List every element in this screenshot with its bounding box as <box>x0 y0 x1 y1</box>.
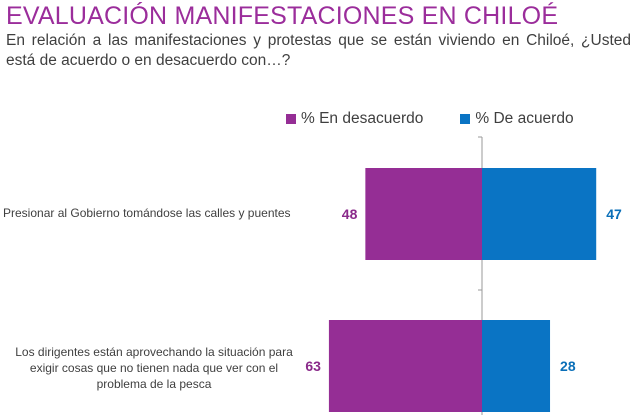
legend-swatch-desacuerdo <box>286 114 296 124</box>
legend-label-desacuerdo: % En desacuerdo <box>301 110 424 127</box>
data-label-acuerdo-1: 47 <box>606 206 622 222</box>
bar-desacuerdo-1 <box>365 168 482 260</box>
data-label-desacuerdo-2: 63 <box>305 358 321 374</box>
bar-acuerdo-2 <box>482 320 551 412</box>
bar-desacuerdo-2 <box>328 320 482 412</box>
legend: % En desacuerdo % De acuerdo <box>286 110 611 128</box>
chart-subtitle: En relación a las manifestaciones y prot… <box>6 32 631 69</box>
legend-swatch-acuerdo <box>460 114 471 124</box>
data-label-desacuerdo-1: 48 <box>342 206 358 222</box>
data-label-acuerdo-2: 28 <box>560 358 576 374</box>
legend-item-acuerdo: % De acuerdo <box>460 110 574 128</box>
chart-title: EVALUACIÓN MANIFESTACIONES EN CHILOÉ <box>6 2 559 30</box>
category-label-1: Presionar al Gobierno tomándose las call… <box>3 206 291 220</box>
category-label-2: Los dirigentes están aprovechando la sit… <box>15 345 293 391</box>
legend-item-desacuerdo: % En desacuerdo <box>286 110 423 128</box>
legend-label-acuerdo: % De acuerdo <box>475 110 574 127</box>
bar-acuerdo-1 <box>482 168 597 260</box>
